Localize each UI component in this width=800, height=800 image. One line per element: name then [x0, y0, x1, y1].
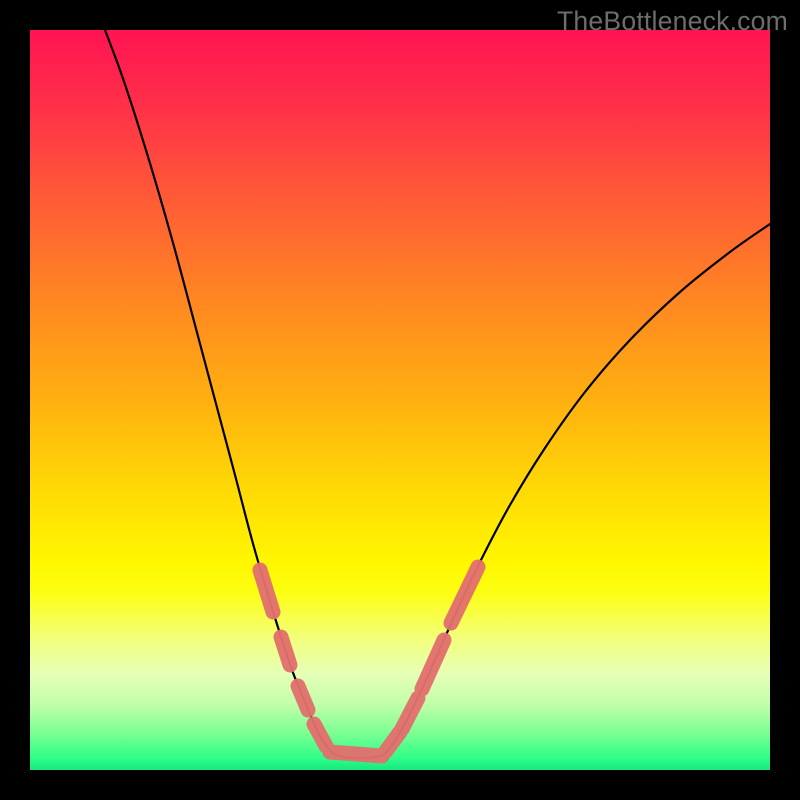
chart-root: TheBottleneck.com [0, 0, 800, 800]
plot-svg [30, 30, 770, 770]
bead-segment [281, 637, 290, 665]
bead-segment [330, 752, 382, 756]
plot-area [30, 30, 770, 770]
gradient-background [30, 30, 770, 770]
bead-segment [298, 686, 308, 710]
watermark-text: TheBottleneck.com [557, 6, 788, 37]
bead-segment [314, 724, 326, 746]
